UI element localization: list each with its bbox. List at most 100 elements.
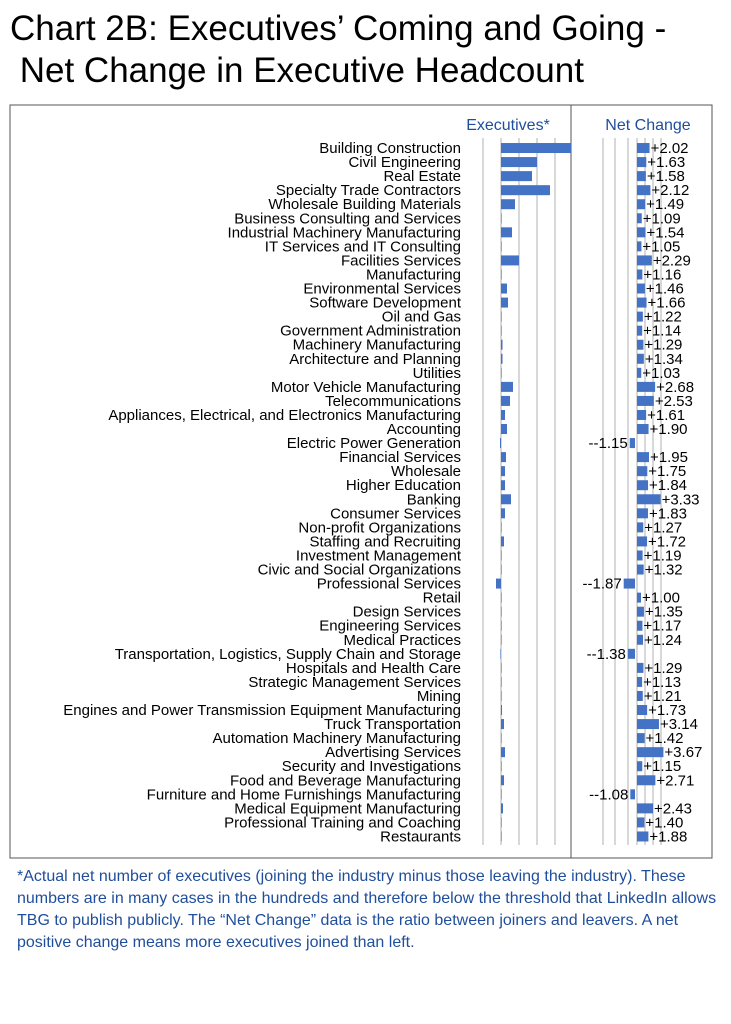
net-change-bar (637, 606, 644, 617)
category-label: Wholesale (391, 463, 461, 480)
executives-bar (501, 213, 502, 224)
executives-bar (501, 789, 502, 800)
net-change-value-label: +1.42 (646, 730, 684, 747)
executives-bar (501, 761, 502, 772)
executives-bar (501, 143, 571, 154)
net-change-value-label: +2.53 (655, 393, 693, 410)
executives-bar (501, 395, 510, 406)
net-change-value-label: +1.21 (644, 688, 682, 705)
category-label: Machinery Manufacturing (293, 337, 461, 354)
executives-bar (501, 831, 502, 842)
net-change-bar (637, 747, 664, 758)
chart-title-line-2: Net Change in Executive Headcount (10, 51, 584, 90)
net-change-value-label: +1.58 (647, 168, 685, 185)
net-change-bar (637, 381, 656, 392)
executives-bar (501, 227, 512, 238)
category-label: Software Development (309, 295, 462, 312)
net-change-value-label: +1.73 (648, 702, 686, 719)
category-label: Facilities Services (341, 252, 461, 269)
category-label: Architecture and Planning (289, 351, 461, 368)
gridlines (482, 138, 662, 845)
net-change-value-label: +2.43 (654, 800, 692, 817)
category-label: Transportation, Logistics, Supply Chain … (115, 646, 461, 663)
executives-bar (501, 283, 507, 294)
net-change-bar (627, 648, 635, 659)
category-label: Security and Investigations (282, 758, 461, 775)
category-label: Truck Transportation (324, 716, 461, 733)
net-change-bar (637, 339, 644, 350)
net-change-value-label: +1.84 (649, 477, 687, 494)
executives-bar (500, 438, 501, 449)
net-change-bar (637, 817, 645, 828)
net-change-bar (637, 522, 644, 533)
category-label: Real Estate (383, 168, 461, 185)
net-change-bar (637, 831, 649, 842)
net-change-bar (637, 143, 650, 154)
net-change-bar (637, 185, 651, 196)
net-change-value-label: +1.49 (646, 196, 684, 213)
net-change-bar (637, 213, 642, 224)
net-change-bar (637, 662, 644, 673)
net-change-bar (637, 325, 643, 336)
executives-bar (501, 733, 502, 744)
category-label: Furniture and Home Furnishings Manufactu… (147, 786, 461, 803)
net-change-value-label: +2.71 (656, 772, 694, 789)
net-change-value-label: +1.29 (644, 660, 682, 677)
executives-bar (501, 452, 506, 463)
category-label: Medical Practices (343, 632, 461, 649)
executives-bar (500, 648, 501, 659)
executives-bar (501, 339, 503, 350)
executives-bar (501, 269, 502, 280)
executives-bar (501, 466, 505, 477)
net-change-header: Net Change (605, 117, 690, 134)
executives-bar (501, 634, 502, 645)
executives-bars (496, 143, 571, 842)
net-change-bar (637, 508, 648, 519)
executives-bar (501, 606, 502, 617)
executives-bar (501, 494, 511, 505)
category-label: Investment Management (296, 547, 462, 564)
category-label: Utilities (413, 365, 461, 382)
net-change-bar (637, 283, 645, 294)
net-change-bars: +2.02+1.63+1.58+2.12+1.49+1.09+1.54+1.05… (583, 140, 703, 845)
net-change-value-label: +3.67 (664, 744, 702, 761)
chart-title: Chart 2B: Executives’ Coming and Going -… (10, 8, 725, 92)
executives-bar (501, 255, 519, 266)
executives-bar (501, 381, 513, 392)
net-change-bar (637, 550, 643, 561)
executives-bar (501, 747, 505, 758)
net-change-value-label: +1.40 (645, 814, 683, 831)
net-change-bar (637, 690, 643, 701)
net-change-bar (637, 255, 652, 266)
net-change-value-label: +1.34 (645, 351, 683, 368)
category-label: Higher Education (346, 477, 461, 494)
executives-bar (501, 409, 505, 420)
net-change-bar (637, 719, 659, 730)
category-label: Telecommunications (325, 393, 461, 410)
executives-bar (501, 508, 505, 519)
net-change-value-label: +2.02 (651, 140, 689, 157)
net-change-bar (637, 634, 644, 645)
net-change-bar (637, 466, 648, 477)
net-change-value-label: +1.61 (647, 407, 685, 424)
chart-title-line-1: Chart 2B: Executives’ Coming and Going - (10, 9, 667, 48)
category-label: Food and Beverage Manufacturing (230, 772, 461, 789)
net-change-value-label: +1.35 (645, 604, 683, 621)
net-change-bar (637, 494, 661, 505)
net-change-bar (637, 803, 654, 814)
net-change-bar (637, 171, 646, 182)
executives-bar (501, 424, 507, 435)
net-change-bar (637, 395, 654, 406)
net-change-bar (637, 564, 644, 575)
executives-bar (501, 353, 503, 364)
category-label: Automation Machinery Manufacturing (213, 730, 461, 747)
executives-bar (496, 578, 501, 589)
executives-bar (501, 564, 502, 575)
net-change-bar (637, 199, 646, 210)
category-label: Business Consulting and Services (234, 210, 461, 227)
executives-bar (501, 690, 502, 701)
category-label: Environmental Services (303, 281, 461, 298)
net-change-value-label: --1.08 (589, 786, 628, 803)
net-change-bar (637, 157, 647, 168)
net-change-value-label: --1.38 (587, 646, 626, 663)
